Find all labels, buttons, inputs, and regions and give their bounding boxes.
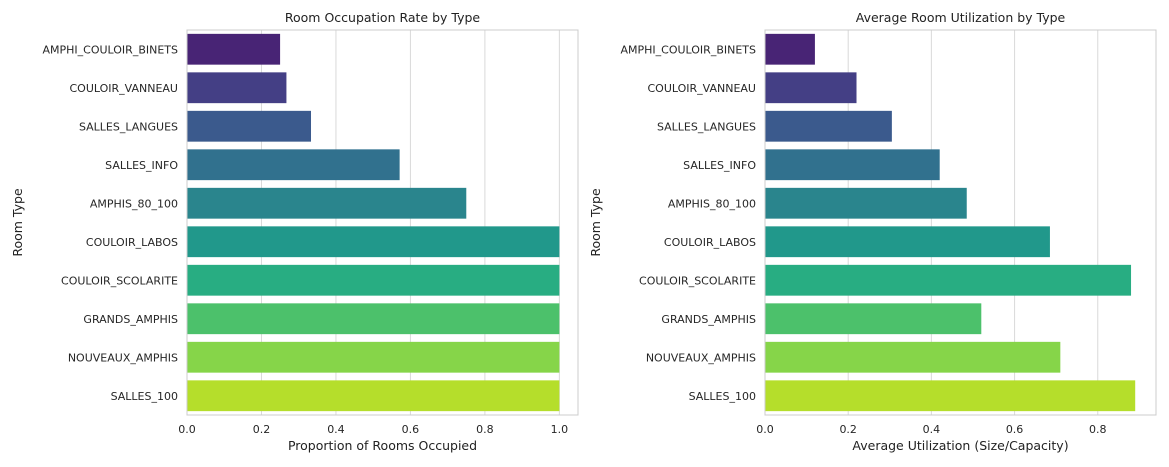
y-tick-label: SALLES_100 — [111, 390, 178, 403]
bar-couloir-labos — [765, 226, 1050, 258]
y-tick-label: GRANDS_AMPHIS — [83, 313, 178, 326]
y-tick-label: GRANDS_AMPHIS — [661, 313, 756, 326]
plot-frame — [186, 29, 579, 416]
bar-couloir-vanneau — [187, 72, 287, 104]
y-axis-label: Room Type — [10, 188, 25, 257]
chart-panel-1: AMPHI_COULOIR_BINETS COULOIR_VANNEAU SALLE… — [10, 10, 579, 453]
x-tick-label: 0.4 — [923, 423, 941, 436]
x-tick-label: 0.4 — [327, 423, 345, 436]
bar-salles-langues — [187, 110, 312, 142]
bar-salles-100 — [187, 380, 560, 412]
y-tick-label: NOUVEAUX_AMPHIS — [68, 351, 178, 364]
x-tick-label: 0.0 — [756, 423, 774, 436]
y-tick-label: COULOIR_VANNEAU — [647, 82, 756, 95]
bar-couloir-scolarite — [765, 264, 1132, 296]
x-tick-label: 0.6 — [402, 423, 420, 436]
x-tick-label: 0.8 — [476, 423, 494, 436]
y-tick-label: AMPHIS_80_100 — [668, 197, 756, 210]
bar-amphis-80-100 — [765, 187, 967, 219]
y-tick-label: COULOIR_VANNEAU — [69, 82, 178, 95]
y-tick-label: NOUVEAUX_AMPHIS — [646, 351, 756, 364]
bar-salles-100 — [765, 380, 1136, 412]
chart-title: Room Occupation Rate by Type — [285, 10, 481, 25]
bar-amphi-couloir-binets — [765, 33, 815, 65]
x-tick-label: 0.0 — [178, 423, 196, 436]
y-axis-label: Room Type — [588, 188, 603, 257]
chart-panel-2: AMPHI_COULOIR_BINETS COULOIR_VANNEAU SALLE… — [588, 10, 1157, 453]
y-tick-label: COULOIR_LABOS — [664, 236, 756, 249]
bar-nouveaux-amphis — [765, 341, 1061, 373]
x-axis-label: Average Utilization (Size/Capacity) — [852, 438, 1068, 453]
y-tick-label: COULOIR_LABOS — [86, 236, 178, 249]
y-tick-label: AMPHIS_80_100 — [90, 197, 178, 210]
y-tick-label: SALLES_INFO — [105, 159, 178, 172]
x-tick-label: 1.0 — [551, 423, 569, 436]
bar-grands-amphis — [187, 303, 560, 335]
y-tick-label: COULOIR_SCOLARITE — [639, 274, 756, 287]
y-tick-label: AMPHI_COULOIR_BINETS — [42, 43, 178, 56]
y-tick-label: COULOIR_SCOLARITE — [61, 274, 178, 287]
bar-amphis-80-100 — [187, 187, 467, 219]
bar-couloir-vanneau — [765, 72, 857, 104]
plot-frame — [764, 29, 1157, 416]
x-tick-label: 0.2 — [839, 423, 857, 436]
bar-amphi-couloir-binets — [187, 33, 281, 65]
x-tick-label: 0.8 — [1089, 423, 1107, 436]
y-tick-label: SALLES_INFO — [683, 159, 756, 172]
x-tick-label: 0.2 — [253, 423, 271, 436]
y-tick-label: SALLES_LANGUES — [657, 120, 756, 133]
bar-couloir-scolarite — [187, 264, 560, 296]
y-tick-label: SALLES_100 — [689, 390, 756, 403]
x-tick-label: 0.6 — [1006, 423, 1024, 436]
x-axis-label: Proportion of Rooms Occupied — [288, 438, 477, 453]
chart-title: Average Room Utilization by Type — [856, 10, 1066, 25]
bar-couloir-labos — [187, 226, 560, 258]
y-tick-label: AMPHI_COULOIR_BINETS — [620, 43, 756, 56]
bar-salles-info — [187, 149, 400, 181]
bar-salles-info — [765, 149, 940, 181]
y-tick-label: SALLES_LANGUES — [79, 120, 178, 133]
bar-nouveaux-amphis — [187, 341, 560, 373]
bar-salles-langues — [765, 110, 892, 142]
bar-grands-amphis — [765, 303, 982, 335]
